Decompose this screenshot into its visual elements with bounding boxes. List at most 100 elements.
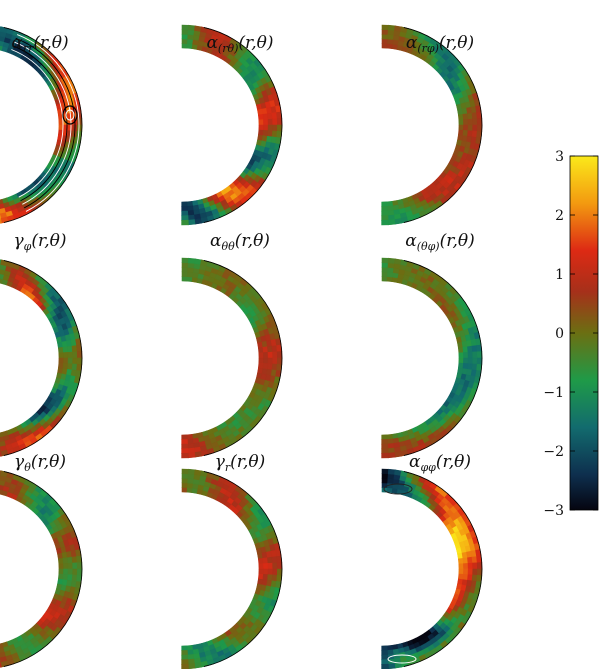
heatmap-cell bbox=[387, 452, 396, 459]
title-suffix: (r,θ) bbox=[31, 231, 66, 251]
heatmap-cell bbox=[63, 352, 69, 359]
heatmap-cell bbox=[181, 29, 189, 35]
contour-loop bbox=[383, 483, 413, 495]
title-suffix: (r,θ) bbox=[439, 33, 474, 53]
heatmap-cell bbox=[181, 452, 189, 459]
heatmap-cell bbox=[381, 219, 389, 226]
heatmap-cell bbox=[181, 266, 189, 273]
heatmap-cell bbox=[381, 29, 389, 35]
colorbar-tick-label: −3 bbox=[543, 503, 564, 519]
panel-title: α(rφ)(r,θ) bbox=[406, 33, 474, 55]
panel-gamma_phi: γφ(r,θ) bbox=[0, 231, 83, 458]
heatmap-cell bbox=[381, 650, 388, 656]
heatmap-cell bbox=[458, 352, 464, 359]
heatmap-cell bbox=[258, 119, 264, 126]
heatmap-cell bbox=[181, 206, 188, 212]
heatmap-cell bbox=[181, 257, 190, 264]
colorbar-tick-label: −1 bbox=[543, 385, 564, 401]
heatmap-cell bbox=[263, 563, 269, 570]
heatmap-cell bbox=[0, 651, 6, 659]
heatmap-cell bbox=[476, 351, 483, 359]
heatmap-cell bbox=[76, 562, 83, 570]
heatmap-cell bbox=[67, 562, 74, 570]
heatmap-cell bbox=[267, 124, 274, 132]
heatmap-cell bbox=[387, 219, 396, 226]
heatmap-cell bbox=[276, 357, 283, 366]
heatmap-cell bbox=[181, 654, 189, 661]
heatmap-cell bbox=[0, 643, 4, 650]
heatmap-cell bbox=[0, 207, 6, 215]
heatmap-cell bbox=[458, 558, 464, 565]
heatmap-cell bbox=[267, 562, 274, 570]
contour-line bbox=[14, 41, 72, 205]
heatmap-cell bbox=[463, 563, 469, 570]
heatmap-cell bbox=[186, 645, 193, 651]
contour-loop bbox=[65, 109, 75, 121]
heatmap-cell bbox=[381, 439, 388, 445]
heatmap-field bbox=[0, 258, 83, 458]
heatmap-cell bbox=[72, 351, 78, 359]
heatmap-cell bbox=[381, 477, 389, 484]
heatmap-cell bbox=[181, 659, 189, 665]
heatmap-cell bbox=[181, 645, 188, 651]
heatmap-cell bbox=[181, 650, 188, 656]
heatmap-cell bbox=[472, 118, 478, 126]
heatmap-cell bbox=[276, 562, 283, 570]
heatmap-cell bbox=[476, 568, 483, 577]
heatmap-cell bbox=[181, 33, 189, 40]
heatmap-cell bbox=[381, 24, 390, 31]
heatmap-cell bbox=[381, 33, 389, 40]
title-subscript: (rφ) bbox=[417, 42, 439, 55]
annulus-outline bbox=[203, 27, 283, 223]
heatmap-cell bbox=[272, 357, 278, 365]
heatmap-field bbox=[0, 469, 83, 669]
title-subscript: θθ bbox=[222, 240, 236, 253]
heatmap-cell bbox=[381, 448, 389, 454]
heatmap-cell bbox=[272, 118, 278, 126]
title-subscript: θ bbox=[24, 461, 31, 474]
panel-title: αφφ(r,θ) bbox=[409, 452, 471, 474]
heatmap-cell bbox=[381, 210, 389, 217]
heatmap-cell bbox=[181, 434, 188, 440]
title-symbol: α bbox=[206, 33, 218, 53]
colorbar-tick-label: 1 bbox=[555, 267, 564, 283]
heatmap-cell bbox=[181, 448, 189, 454]
annulus-outline bbox=[203, 260, 283, 456]
heatmap-cell bbox=[381, 215, 389, 221]
heatmap-cell bbox=[67, 568, 74, 576]
heatmap-cell bbox=[58, 563, 64, 570]
heatmap-cell bbox=[0, 440, 6, 448]
panel-alpha_r_theta: α(rθ)(r,θ) bbox=[181, 24, 283, 226]
heatmap-cell bbox=[258, 347, 264, 354]
heatmap-cell bbox=[276, 124, 283, 133]
panel-title: α(θφ)(r,θ) bbox=[405, 231, 475, 253]
heatmap-cell bbox=[58, 352, 64, 359]
title-symbol: α bbox=[406, 33, 418, 53]
heatmap-cell bbox=[263, 352, 269, 359]
heatmap-cell bbox=[458, 563, 464, 570]
heatmap-cell bbox=[0, 199, 4, 206]
heatmap-cell bbox=[476, 124, 483, 133]
contour-loop bbox=[387, 654, 417, 664]
heatmap-cell bbox=[63, 563, 69, 570]
heatmap-cell bbox=[276, 118, 283, 126]
heatmap-cell bbox=[67, 357, 74, 365]
heatmap-cell bbox=[467, 357, 474, 365]
heatmap-cell bbox=[467, 568, 474, 576]
heatmap-cell bbox=[0, 647, 5, 654]
heatmap-field bbox=[181, 468, 283, 669]
panel-alpha_theta_theta: αθθ(r,θ) bbox=[181, 231, 283, 459]
heatmap-cell bbox=[187, 452, 196, 459]
heatmap-cell bbox=[458, 114, 464, 121]
heatmap-cell bbox=[386, 645, 393, 651]
contour-line bbox=[16, 34, 80, 212]
heatmap-cell bbox=[467, 118, 474, 126]
panels: αrr(r,θ) α(rθ)(r,θ) α(rφ)(r,θ)γφ(r,θ) αθθ(r… bbox=[0, 24, 483, 669]
heatmap-cell bbox=[381, 206, 388, 212]
panel-title: γr(r,θ) bbox=[215, 452, 266, 474]
heatmap-cell bbox=[186, 201, 193, 207]
contour-line bbox=[12, 45, 68, 202]
title-subscript: rr bbox=[23, 42, 34, 55]
heatmap-cell bbox=[0, 662, 2, 669]
annulus-outline bbox=[403, 27, 483, 223]
